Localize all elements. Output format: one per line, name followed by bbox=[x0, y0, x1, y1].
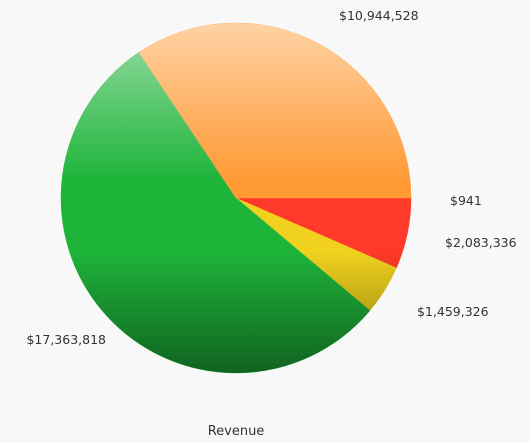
slice-labels: $941 $2,083,336 $1,459,326 $17,363,818 $10,9… bbox=[26, 8, 516, 347]
axis-label: Revenue bbox=[208, 424, 265, 439]
slice-label: $941 bbox=[450, 193, 482, 208]
pie-slices bbox=[60, 22, 412, 374]
slice-label: $17,363,818 bbox=[26, 332, 106, 347]
slice-label: $1,459,326 bbox=[417, 304, 489, 319]
slice-label: $2,083,336 bbox=[445, 235, 517, 250]
slice-label: $10,944,528 bbox=[339, 8, 419, 23]
